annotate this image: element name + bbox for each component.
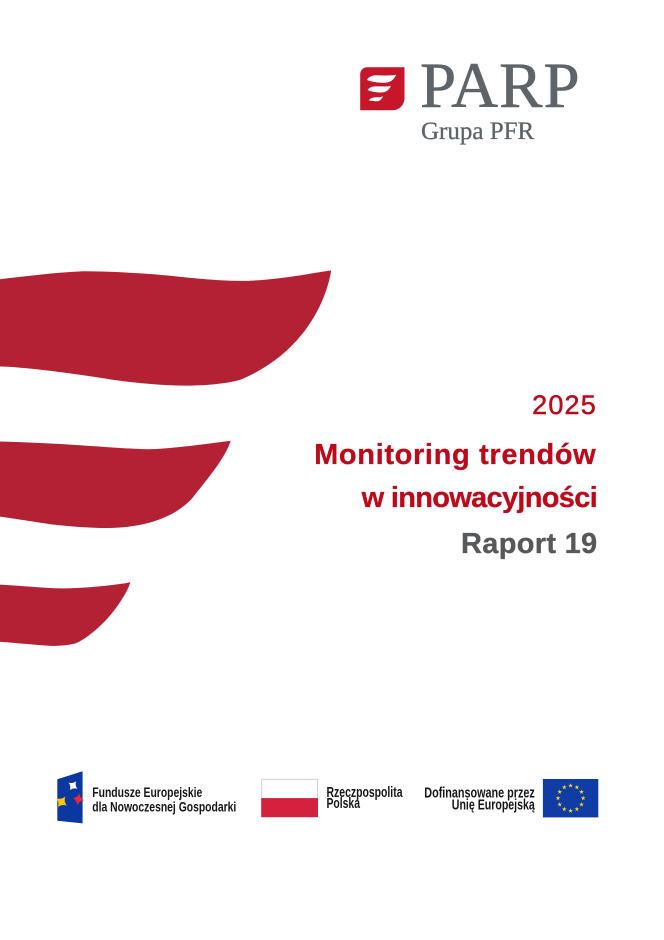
svg-text:dla Nowoczesnej Gospodarki: dla Nowoczesnej Gospodarki xyxy=(92,798,236,814)
svg-text:Rzeczpospolita: Rzeczpospolita xyxy=(327,784,403,801)
svg-text:Unię Europejską: Unię Europejską xyxy=(452,798,536,814)
svg-text:Fundusze Europejskie: Fundusze Europejskie xyxy=(92,784,202,800)
svg-text:Polska: Polska xyxy=(327,795,361,812)
svg-text:Dofinansowane przez: Dofinansowane przez xyxy=(424,786,535,802)
